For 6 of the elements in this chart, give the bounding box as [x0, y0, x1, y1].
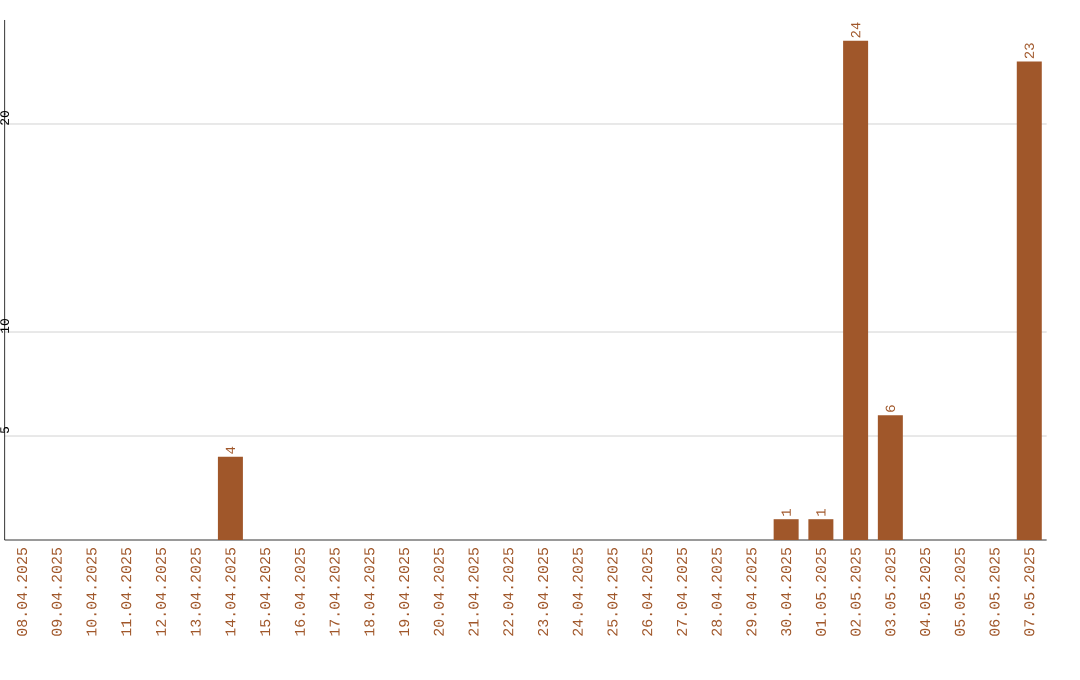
bar — [1016, 61, 1042, 540]
bar — [773, 519, 799, 540]
bar — [843, 40, 869, 540]
bar — [217, 456, 243, 540]
bar — [877, 415, 903, 540]
bar — [808, 519, 834, 540]
